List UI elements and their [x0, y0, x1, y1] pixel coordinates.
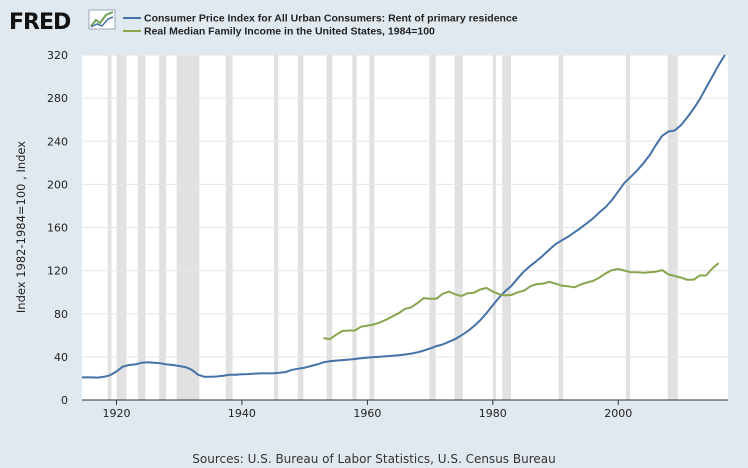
y-tick-label: 320: [47, 49, 68, 62]
fred-logo[interactable]: FRED: [9, 9, 116, 35]
x-tick-label: 1980: [479, 407, 507, 420]
y-tick-label: 80: [54, 308, 68, 321]
y-tick-label: 40: [54, 351, 68, 364]
x-tick-label: 2000: [604, 407, 632, 420]
y-tick-label: 200: [47, 178, 68, 191]
series-lines: [82, 54, 726, 379]
fred-logo-text: FRED: [9, 10, 71, 35]
x-tick-label: 1960: [353, 407, 381, 420]
series-line-income: [323, 262, 720, 341]
y-tick-label: 280: [47, 92, 68, 105]
gridlines: [82, 54, 728, 358]
legend-label-cpi: Consumer Price Index for All Urban Consu…: [144, 13, 518, 25]
series-line-cpi: [82, 54, 726, 379]
y-tick-label: 0: [61, 394, 68, 407]
x-axis: 1920 1940 1960 1980 2000: [82, 399, 728, 420]
legend: Consumer Price Index for All Urban Consu…: [123, 13, 518, 38]
y-axis-title: Index 1982-1984=100 , Index: [14, 141, 28, 313]
y-tick-label: 240: [47, 135, 68, 148]
fred-logo-chart-icon: [88, 9, 116, 30]
y-tick-label: 160: [47, 222, 68, 235]
legend-label-income: Real Median Family Income in the United …: [144, 26, 435, 38]
y-tick-label: 120: [47, 265, 68, 278]
x-tick-label: 1920: [102, 407, 130, 420]
source-note: Sources: U.S. Bureau of Labor Statistics…: [192, 452, 555, 466]
x-tick-label: 1940: [228, 407, 256, 420]
y-axis: 0 40 80 120 160 200 240 280 320: [47, 49, 68, 407]
